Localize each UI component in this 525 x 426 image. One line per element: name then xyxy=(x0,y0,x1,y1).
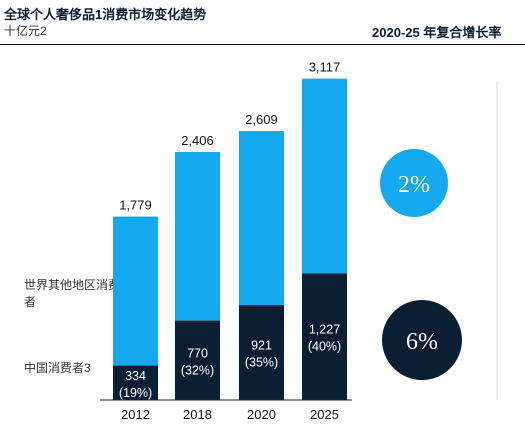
segment-label-rest-of-world: 世界其他地区消费者 xyxy=(24,278,121,309)
total-label-2018: 2,406 xyxy=(181,133,214,148)
bar-rest-2025 xyxy=(302,78,347,274)
bar-china-2020 xyxy=(239,305,284,400)
china-share-label-2012: (19%) xyxy=(119,386,152,400)
bar-china-2018 xyxy=(175,320,220,400)
bar-rest-2018 xyxy=(175,151,220,321)
chart-title: 全球个人奢侈品1消费市场变化趋势 xyxy=(4,7,207,22)
bar-china-2012 xyxy=(113,365,158,400)
x-tick-label-2025: 2025 xyxy=(310,407,339,422)
x-tick-label-2018: 2018 xyxy=(183,407,212,422)
segment-label-china: 中国消费者3 xyxy=(24,361,91,375)
total-label-2012: 1,779 xyxy=(119,198,152,213)
bar-rest-2020 xyxy=(239,131,284,306)
china-share-label-2018: (32%) xyxy=(181,363,214,377)
x-tick-label-2020: 2020 xyxy=(247,407,276,422)
total-label-2025: 3,117 xyxy=(309,60,341,75)
cagr-label-rest: 2% xyxy=(398,172,430,198)
cagr-label-china: 6% xyxy=(406,329,438,355)
china-share-label-2025: (40%) xyxy=(308,340,341,354)
china-value-label-2018: 770 xyxy=(187,346,208,360)
chart-unit: 十亿元2 xyxy=(4,24,47,38)
cagr-circle-rest xyxy=(380,149,448,217)
china-value-label-2020: 921 xyxy=(251,339,272,353)
china-value-label-2025: 1,227 xyxy=(309,323,340,337)
header-rule xyxy=(0,44,525,45)
china-value-label-2012: 334 xyxy=(125,369,146,383)
bar-rest-2012 xyxy=(113,216,158,366)
cagr-title: 2020-25 年复合增长率 xyxy=(372,25,502,40)
total-label-2020: 2,609 xyxy=(245,112,278,127)
bar-china-2025 xyxy=(302,273,347,400)
cagr-circle-china xyxy=(382,300,462,380)
x-tick-label-2012: 2012 xyxy=(121,407,150,422)
china-share-label-2020: (35%) xyxy=(245,356,278,370)
